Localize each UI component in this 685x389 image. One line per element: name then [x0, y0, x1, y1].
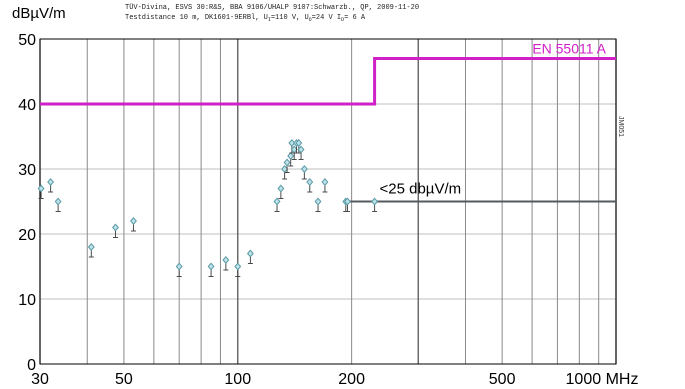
header-line-2-part: =110 V, U	[271, 14, 309, 22]
data-point	[246, 249, 254, 258]
header-line-2-part: I	[268, 17, 271, 23]
data-point	[314, 197, 322, 206]
data-point	[306, 178, 314, 186]
data-point	[344, 197, 351, 206]
header-line-1: TÜV-Divina, ESVS 30:R&S, BBA 9106/UHALP …	[125, 3, 419, 12]
x-tick-label: 100	[224, 371, 251, 388]
limit-line	[40, 57, 616, 106]
data-point	[234, 262, 242, 271]
header-line-2-part: =24 V I	[312, 14, 341, 22]
data-point	[277, 184, 285, 193]
y-tick-label: 50	[18, 32, 36, 49]
y-axis-label: dBµV/m	[12, 5, 66, 22]
data-point	[295, 139, 303, 147]
x-tick-label: 30	[31, 371, 49, 388]
x-tick-label: 1000 MHz	[566, 371, 639, 388]
plot-area: 0 10 20 30 40 50 30 50 100 200 500 1000 MHz <25 dbµV…	[18, 32, 638, 388]
header-line-2-part: O	[309, 17, 312, 23]
data-point	[175, 262, 183, 271]
data-point	[222, 256, 230, 264]
data-point	[371, 197, 379, 206]
x-tick-label: 200	[338, 371, 365, 388]
y-tick-label: 0	[27, 357, 36, 374]
header-line-2-part: D	[341, 17, 344, 23]
data-point	[207, 262, 215, 271]
data-point	[288, 139, 296, 147]
limit-line-label: EN 55011 A	[532, 41, 606, 57]
y-tick-label: 20	[18, 227, 36, 244]
data-point	[54, 197, 62, 206]
data-point	[297, 145, 305, 154]
y-tick-label: 40	[18, 97, 36, 114]
data-point	[300, 165, 308, 173]
x-tick-label: 500	[489, 371, 516, 388]
data-point	[130, 217, 137, 225]
y-tick-label: 10	[18, 292, 36, 309]
data-point	[112, 223, 119, 232]
data-point	[47, 178, 55, 186]
data-point	[287, 152, 295, 160]
reference-line-label: <25 dbµV/m	[380, 181, 462, 198]
x-tick-label: 50	[115, 371, 133, 388]
data-point	[321, 178, 329, 186]
side-label: JM051	[617, 116, 624, 137]
data-point	[273, 197, 281, 206]
header-line-2: Testdistance 10 m, DK1601-9ERBl, UI=110 …	[125, 14, 366, 23]
header-line-2-part: Testdistance 10 m, DK1601-9ERBl, U	[125, 14, 268, 22]
data-point	[283, 158, 291, 167]
data-point	[87, 243, 95, 251]
header-line-2-part: = 6 A	[344, 14, 366, 22]
data-point	[37, 184, 45, 193]
y-tick-label: 30	[18, 162, 36, 179]
